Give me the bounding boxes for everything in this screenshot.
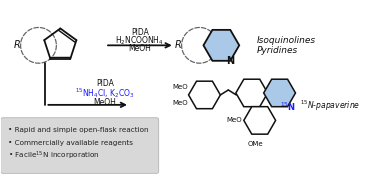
Text: $^{15}$NH$_4$Cl, K$_2$CO$_3$: $^{15}$NH$_4$Cl, K$_2$CO$_3$ xyxy=(75,86,135,100)
Text: OMe: OMe xyxy=(247,141,263,147)
Text: R: R xyxy=(14,40,21,50)
Text: • Facile$^{15}$N incorporation: • Facile$^{15}$N incorporation xyxy=(8,149,99,162)
Text: PIDA: PIDA xyxy=(131,28,149,37)
Text: R: R xyxy=(174,40,181,50)
Polygon shape xyxy=(244,107,276,134)
Text: MeO: MeO xyxy=(173,100,188,106)
Text: Isoquinolines: Isoquinolines xyxy=(257,36,316,45)
Text: • Rapid and simple open-flask reaction: • Rapid and simple open-flask reaction xyxy=(8,127,148,133)
Polygon shape xyxy=(203,30,239,61)
Text: MeO: MeO xyxy=(226,117,242,123)
Text: PIDA: PIDA xyxy=(96,79,114,88)
Text: MeOH: MeOH xyxy=(129,44,151,53)
Text: MeO: MeO xyxy=(173,84,188,90)
Text: $^{15}$N: $^{15}$N xyxy=(279,100,296,113)
FancyBboxPatch shape xyxy=(1,118,159,173)
Polygon shape xyxy=(264,79,296,107)
Text: $^{15}$N-papaverine: $^{15}$N-papaverine xyxy=(300,99,361,113)
Text: Pyridines: Pyridines xyxy=(257,46,298,55)
Polygon shape xyxy=(236,79,268,107)
Text: • Commercially available reagents: • Commercially available reagents xyxy=(8,139,133,146)
Text: N: N xyxy=(226,56,234,66)
Text: H$_2$NCOONH$_4$: H$_2$NCOONH$_4$ xyxy=(115,34,164,47)
Text: MeOH: MeOH xyxy=(94,98,116,107)
Polygon shape xyxy=(189,81,220,109)
